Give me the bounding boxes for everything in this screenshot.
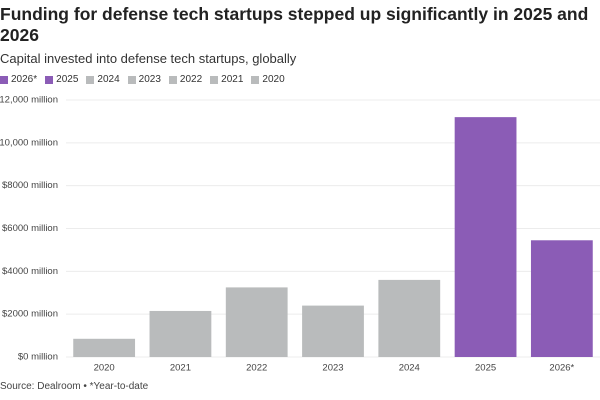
y-tick-label: $12,000 million [0, 95, 58, 106]
legend-swatch [86, 75, 95, 84]
legend-item: 2022 [168, 74, 203, 85]
legend-item: 2020 [251, 74, 285, 85]
x-tick-label: 2026* [549, 363, 574, 374]
x-tick-label: 2023 [322, 363, 343, 374]
y-tick-label: $8000 million [2, 180, 58, 191]
legend-label: 2022 [179, 74, 203, 85]
y-tick-label: $0 million [18, 352, 58, 363]
legend-label: 2025 [56, 74, 79, 85]
x-tick-label: 2021 [170, 363, 191, 374]
legend-label: 2026* [11, 74, 38, 85]
bar [530, 240, 593, 357]
bar [225, 287, 288, 357]
x-tick-label: 2022 [246, 363, 267, 374]
y-tick-label: $2000 million [2, 309, 58, 320]
legend-item: 2026* [0, 74, 37, 85]
y-tick-label: $6000 million [2, 223, 58, 234]
x-tick-label: 2025 [475, 363, 496, 374]
x-tick-label: 2024 [399, 363, 420, 374]
chart-title: Funding for defense tech startups steppe… [0, 4, 589, 45]
chart: $0 million $2000 million $4000 million $600… [0, 95, 600, 374]
bar [73, 338, 136, 357]
x-tick-label: 2020 [94, 363, 115, 374]
legend-swatch [210, 75, 219, 84]
legend-swatch [168, 75, 177, 84]
bar [302, 305, 364, 357]
bar [454, 117, 517, 357]
legend-item: 2024 [86, 74, 120, 85]
bar [149, 310, 212, 357]
legend: 2026* 2025 2024 2023 2022 2021 2020 [0, 74, 285, 85]
chart-subtitle: Capital invested into defense tech start… [0, 51, 297, 66]
legend-swatch [127, 75, 136, 84]
legend-label: 2021 [221, 74, 244, 85]
y-tick-label: $4000 million [2, 266, 58, 277]
legend-label: 2024 [97, 74, 120, 85]
source-note: Source: Dealroom • *Year-to-date [0, 381, 149, 392]
bar [378, 279, 441, 357]
legend-swatch [45, 75, 54, 84]
legend-item: 2023 [127, 74, 161, 85]
legend-swatch [0, 75, 8, 84]
legend-item: 2021 [210, 74, 243, 85]
legend-item: 2025 [45, 74, 78, 85]
legend-label: 2023 [138, 74, 161, 85]
legend-swatch [251, 75, 260, 84]
legend-label: 2020 [262, 74, 285, 85]
y-tick-label: $10,000 million [0, 137, 58, 148]
